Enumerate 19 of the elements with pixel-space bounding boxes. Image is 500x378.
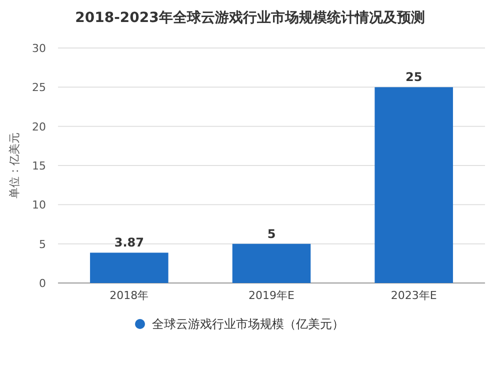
chart-title: 2018-2023年全球云游戏行业市场规模统计情况及预测 <box>75 9 425 26</box>
data-label: 5 <box>267 226 276 241</box>
bar <box>90 252 168 283</box>
data-label: 3.87 <box>114 236 144 250</box>
y-tick-label: 0 <box>39 277 46 290</box>
x-tick-label: 2023年E <box>390 289 437 302</box>
data-label: 25 <box>405 70 422 84</box>
bar <box>374 87 453 283</box>
y-tick-label: 10 <box>32 198 46 212</box>
legend-label: 全球云游戏行业市场规模（亿美元） <box>152 317 344 331</box>
x-tick-label: 2019年E <box>248 289 295 302</box>
y-tick-label: 30 <box>32 42 46 55</box>
y-tick-label: 15 <box>32 160 46 172</box>
y-tick-label: 20 <box>32 120 46 134</box>
y-tick-label: 5 <box>39 238 46 251</box>
y-axis-title: 单位：亿美元 <box>8 132 21 198</box>
y-tick-label: 25 <box>32 81 46 94</box>
x-tick-label: 2018年 <box>110 289 149 302</box>
bar <box>232 244 311 283</box>
